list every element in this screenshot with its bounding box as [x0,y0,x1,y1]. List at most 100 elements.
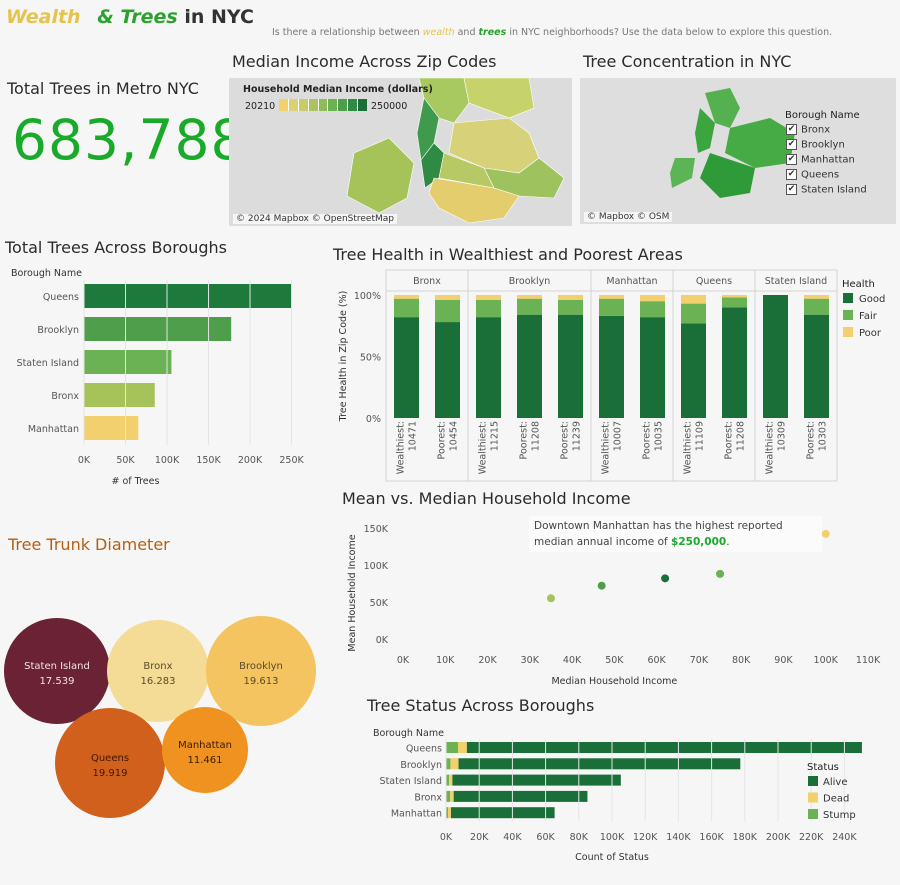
facet-label: Bronx [413,276,441,287]
borough-filter-item-brooklyn[interactable]: ✔ Brooklyn [786,139,867,154]
tree-map-title: Tree Concentration in NYC [583,52,792,71]
legend-label: Good [859,294,885,305]
category-label: Staten Island [17,358,79,369]
category-label: Manhattan [391,809,442,820]
x-tick-label: 40K [563,655,582,666]
legend-label: Dead [823,794,849,805]
bubble-label: Queens [91,753,129,764]
x-tick-label: 80K [732,655,751,666]
borough-filter-item-manhattan[interactable]: ✔ Manhattan [786,154,867,169]
bar-segment-good [394,317,419,418]
checkbox-icon[interactable]: ✔ [786,154,797,165]
x-tick-label: Wealthiest: [683,421,694,474]
tree-map[interactable]: Borough Name ✔ Bronx ✔ Brooklyn ✔ Manhattan… [580,78,896,224]
x-tick-label: 10309 [777,421,788,451]
bar-segment-good [681,323,706,418]
scatter-point [821,529,830,538]
checkbox-icon[interactable]: ✔ [786,139,797,150]
bar-segment-alive [453,790,588,802]
borough-filter-item-queens[interactable]: ✔ Queens [786,169,867,184]
bar-segment-good [722,307,747,418]
bar-segment-fair [476,299,501,318]
x-tick-label: 90K [774,655,793,666]
category-label: Brooklyn [400,760,442,771]
x-axis-label: Count of Status [575,852,649,863]
annotation-suffix: . [726,536,730,548]
y-tick-label: 100% [354,291,381,302]
bar-segment-alive [452,774,621,786]
bubble-label: Manhattan [178,740,232,751]
bar-segment-poor [804,295,829,299]
x-tick-label: Poorest: [642,421,653,459]
legend-label: Alive [823,777,847,788]
bar-segment-good [640,317,665,418]
bar [84,383,155,407]
category-label: Bronx [414,792,442,803]
x-tick-label: 11109 [695,421,706,451]
bubble-value: 19.613 [244,676,279,687]
facet-label: Brooklyn [509,276,551,287]
bar-segment-stump [446,758,451,770]
bar-segment-good [804,314,829,418]
borough-filter-item-staten-island[interactable]: ✔ Staten Island [786,184,867,199]
x-tick-label: Poorest: [806,421,817,459]
bar-segment-fair [599,298,624,316]
checkbox-icon[interactable]: ✔ [786,124,797,135]
x-tick-label: 80K [570,832,589,843]
borough-filter-label: Manhattan [801,154,855,166]
x-tick-label: 50K [605,655,624,666]
facet-border [754,290,838,482]
income-map-title: Median Income Across Zip Codes [232,52,497,71]
bubble-value: 17.539 [40,676,75,687]
x-tick-label: 0K [78,455,91,466]
bubble-value: 16.283 [141,676,176,687]
bar-segment-fair [804,298,829,315]
x-tick-label: 240K [832,832,857,843]
bar-segment-poor [435,295,460,300]
bar-segment-poor [722,295,747,298]
bubble [206,616,316,726]
y-tick-label: 0% [366,414,381,425]
category-label: Queens [43,292,79,303]
status-chart: Borough Name Queens Brooklyn Staten Island B… [373,728,862,863]
x-tick-label: Wealthiest: [396,421,407,474]
x-tick-label: 200K [238,455,263,466]
scatter-chart-title: Mean vs. Median Household Income [342,489,631,508]
tree-map-attribution[interactable]: © Mapbox © OSM [584,212,673,222]
x-tick-label: 180K [733,832,758,843]
y-axis-label: Tree Health in Zip Code (%) [338,291,349,423]
x-tick-label: 60K [536,832,555,843]
borough-filter-item-bronx[interactable]: ✔ Bronx [786,124,867,139]
checkbox-icon[interactable]: ✔ [786,169,797,180]
x-tick-label: 110K [856,655,881,666]
x-tick-label: 20K [470,832,489,843]
borough-filter-label: Brooklyn [801,139,845,151]
dashboard-title: Wealth & Trees in NYC [6,6,254,28]
status-chart-title: Tree Status Across Boroughs [367,696,595,715]
checkbox-icon[interactable]: ✔ [786,184,797,195]
bar-segment-fair [517,298,542,315]
bar-segment-poor [394,295,419,299]
diameter-chart: Staten Island 17.539 Bronx 16.283 Brooklyn 19… [4,616,316,818]
x-tick-label: Wealthiest: [765,421,776,474]
income-map-canvas [229,78,572,226]
borough-filter-label: Bronx [801,124,831,136]
x-tick-label: Poorest: [437,421,448,459]
bar [84,350,172,374]
income-map-attribution[interactable]: © 2024 Mapbox © OpenStreetMap [233,214,397,224]
bar-segment-alive [466,742,862,753]
bar-segment-good [476,317,501,418]
subtitle-rest: in NYC neighborhoods? Use the data below… [509,27,833,38]
category-header: Borough Name [373,728,444,739]
bubble [4,618,110,724]
bar-segment-good [517,314,542,418]
x-tick-label: 10471 [408,421,419,451]
subtitle-text: Is there a relationship between [272,27,420,38]
subtitle-wealth: wealth [422,27,455,38]
income-map[interactable]: Household Median Income (dollars) 20210 … [229,78,572,226]
legend-label: Fair [859,311,878,322]
x-tick-label: 220K [799,832,824,843]
bar-segment-poor [476,295,501,300]
legend-swatch [843,327,853,337]
kpi-value: 683,788 [12,108,247,172]
